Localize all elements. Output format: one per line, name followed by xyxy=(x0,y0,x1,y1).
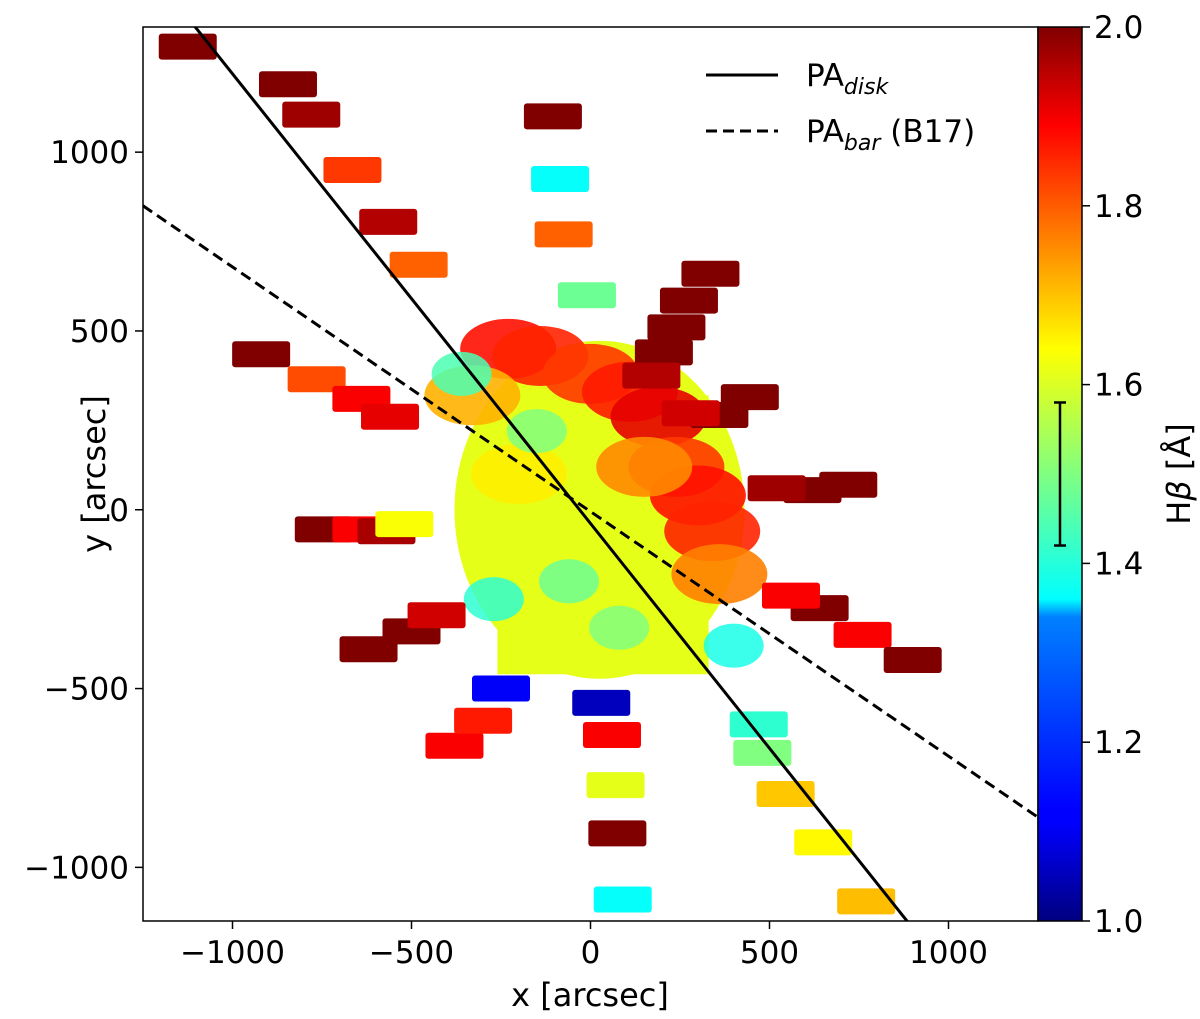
data-patch xyxy=(593,886,652,913)
data-patch xyxy=(425,732,484,759)
data-patch xyxy=(375,511,434,538)
core-cool-blob xyxy=(506,409,567,454)
y-tick-label: 1000 xyxy=(50,135,129,171)
colorbar-tick-label: 1.6 xyxy=(1094,368,1143,404)
data-patch xyxy=(407,602,466,629)
data-patch xyxy=(659,287,718,314)
colorbar-tick-label: 2.0 xyxy=(1094,10,1143,46)
y-tick-label: −500 xyxy=(44,672,129,708)
pa-bar-line xyxy=(143,204,1038,819)
data-patch xyxy=(582,722,641,749)
core-cool-blob xyxy=(589,605,650,650)
x-tick-label: −500 xyxy=(369,935,454,971)
legend: PAdisk PAbar (B17) xyxy=(706,58,975,156)
core-region xyxy=(424,318,768,679)
data-patch xyxy=(531,165,590,192)
colorbar-tick-label: 1.0 xyxy=(1094,904,1143,940)
data-patch xyxy=(733,739,792,766)
data-patch xyxy=(747,475,806,502)
x-tick-label: 500 xyxy=(740,935,799,971)
data-patch xyxy=(833,621,892,648)
core-cool-blob xyxy=(463,577,524,622)
core-warm-blob xyxy=(596,436,693,497)
x-axis-label: x [arcsec] xyxy=(511,976,669,1014)
data-patch xyxy=(158,33,217,60)
data-patch xyxy=(622,362,681,389)
x-tick-label: 1000 xyxy=(909,935,988,971)
legend-label-bar: PAbar (B17) xyxy=(806,114,975,156)
data-patch xyxy=(472,675,530,702)
data-patch xyxy=(258,71,317,98)
data-patch xyxy=(359,208,418,235)
colorbar-ticks: 1.0 1.2 1.4 1.6 1.8 2.0 xyxy=(1082,10,1143,940)
data-patch xyxy=(323,157,382,184)
y-axis-label: y [arcsec] xyxy=(75,395,113,553)
y-tick-label: 0 xyxy=(109,493,129,529)
x-tick-label: 0 xyxy=(581,935,601,971)
data-patch xyxy=(572,689,631,716)
data-patch xyxy=(647,314,706,341)
data-patch xyxy=(761,582,820,609)
colorbar-tick-label: 1.4 xyxy=(1094,546,1143,582)
y-tick-label: 500 xyxy=(70,314,129,350)
data-patch xyxy=(287,366,346,393)
data-patch xyxy=(361,403,420,430)
data-patch xyxy=(523,103,582,130)
data-patch xyxy=(389,251,448,278)
data-patch xyxy=(661,400,720,427)
core-cool-blob xyxy=(539,559,600,604)
colorbar: 1.0 1.2 1.4 1.6 1.8 2.0 Hβ [Å] xyxy=(1037,10,1198,940)
data-patch xyxy=(837,888,896,915)
data-patch xyxy=(534,221,593,248)
legend-label-disk: PAdisk xyxy=(806,58,889,100)
data-patch xyxy=(681,260,740,287)
colorbar-tick-label: 1.2 xyxy=(1094,725,1143,761)
colorbar-tick-label: 1.8 xyxy=(1094,189,1143,225)
y-axis: −1000 −500 0 500 1000 xyxy=(24,135,143,886)
y-tick-label: −1000 xyxy=(24,850,129,886)
core-cool-blob xyxy=(431,351,492,396)
data-patch xyxy=(634,339,693,366)
data-patch xyxy=(557,282,616,309)
data-patch xyxy=(588,820,647,847)
core-warm-blob xyxy=(671,544,768,605)
colorbar-error-bar xyxy=(1054,401,1066,547)
data-patch xyxy=(883,646,942,673)
data-patch xyxy=(454,707,513,734)
data-patch xyxy=(232,341,291,368)
data-patch xyxy=(282,101,341,128)
pa-disk-line xyxy=(193,27,909,921)
data-patch xyxy=(586,772,645,799)
x-tick-label: −1000 xyxy=(180,935,285,971)
plot-area xyxy=(143,27,1038,921)
x-axis: −1000 −500 0 500 1000 xyxy=(180,921,988,971)
core-cool-blob xyxy=(703,623,764,668)
colorbar-label: Hβ [Å] xyxy=(1160,423,1198,525)
core-warm-blob xyxy=(470,444,567,504)
